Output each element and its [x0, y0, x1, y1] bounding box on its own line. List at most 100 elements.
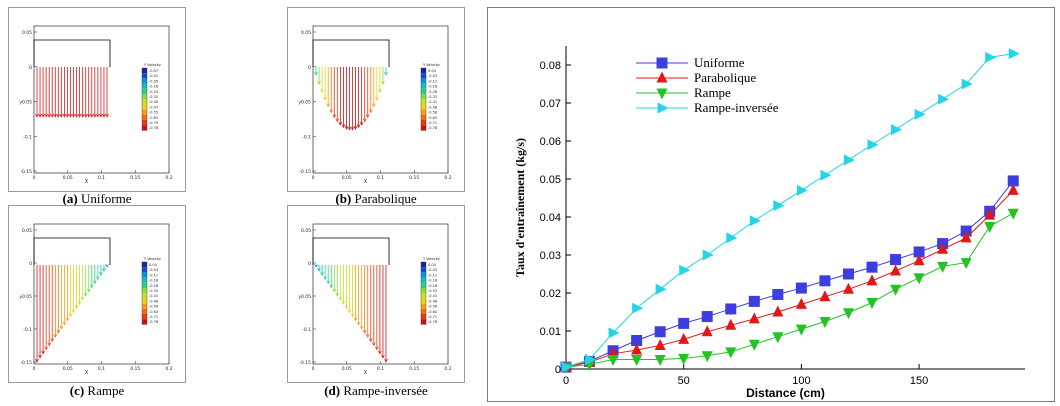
- velocity-arrowhead: [50, 113, 55, 118]
- x-tick-label: 0: [563, 375, 569, 387]
- data-point-rampe: [701, 351, 713, 363]
- legend-swatch: [421, 104, 426, 110]
- legend-value: -0.63: [149, 116, 158, 120]
- data-point-rampe: [937, 261, 949, 273]
- subfigure-c-name: Rampe: [87, 383, 125, 398]
- legend-value: -0.18: [149, 279, 158, 283]
- legend-swatch: [142, 78, 147, 84]
- velocity-arrowhead: [50, 338, 55, 343]
- velocity-arrowhead: [326, 280, 330, 285]
- legend-marker: [656, 88, 668, 100]
- velocity-arrowhead: [323, 96, 327, 101]
- velocity-arrowhead: [68, 313, 73, 318]
- legend-value: -0.56: [428, 305, 437, 309]
- legend-value: -0.47: [149, 105, 158, 109]
- velocity-arrowhead: [384, 71, 388, 76]
- velocity-arrowhead: [344, 305, 349, 310]
- velocity-arrowhead: [41, 113, 45, 118]
- legend-swatch: [421, 120, 426, 126]
- velocity-arrowhead: [35, 358, 39, 363]
- x-tick-label: 100: [792, 375, 810, 387]
- series-uniforme: [560, 175, 1019, 373]
- velocity-arrowhead: [347, 309, 352, 314]
- legend-value: -0.01: [149, 74, 158, 78]
- velocity-arrowhead: [356, 321, 361, 326]
- small-x-tick-label: 0.1: [98, 175, 105, 181]
- legend-swatch: [421, 319, 426, 325]
- legend-value: -0.71: [428, 315, 437, 319]
- domain-outline: [312, 39, 390, 67]
- legend-box: [141, 67, 148, 131]
- data-point-rampe: [842, 308, 854, 320]
- small-x-tick-label: 0.2: [165, 175, 172, 181]
- legend-label: Rampe-inversée: [694, 100, 779, 115]
- velocity-arrowhead: [59, 113, 64, 118]
- subfigure-b: 0.05 0 y0.05 -0.1 -0.15 0 0.05 0.1 0.15 0.2 X Y Vel…: [287, 7, 465, 192]
- data-point-rampe-invers-e: [773, 200, 785, 212]
- legend-value: -0.55: [149, 111, 158, 115]
- legend-value: -0.41: [149, 294, 158, 298]
- legend-value: -0.24: [149, 90, 159, 94]
- legend-title: Y Velocity: [144, 63, 161, 67]
- data-point-rampe-invers-e: [608, 327, 620, 339]
- legend-box: [420, 67, 427, 131]
- velocity-arrowhead: [89, 284, 94, 289]
- small-y-tick-label: -0.1: [302, 134, 311, 140]
- data-point-rampe-invers-e: [985, 51, 997, 63]
- legend-value: -0.78: [149, 320, 158, 324]
- data-point-rampe-invers-e: [655, 283, 667, 295]
- legend-swatch: [142, 303, 147, 309]
- subfigure-d-caption: (d) Rampe-inversée: [287, 383, 465, 399]
- data-point-rampe: [819, 317, 831, 328]
- velocity-arrowhead: [378, 350, 382, 355]
- legend-value: -0.56: [428, 111, 437, 115]
- data-point-rampe: [654, 355, 666, 366]
- data-point-uniforme: [631, 335, 643, 346]
- legend-title: Y Velocity: [423, 63, 440, 67]
- small-y-tick-label: 0.05: [22, 228, 32, 234]
- subfigure-d-name: Rampe-inversée: [343, 383, 428, 398]
- data-point-uniforme: [725, 303, 737, 315]
- legend-swatch: [142, 308, 147, 314]
- legend-value: -0.71: [149, 315, 158, 319]
- velocity-arrowhead: [62, 113, 67, 118]
- velocity-arrowhead: [344, 125, 349, 130]
- y-tick-label: 0.04: [540, 212, 561, 224]
- velocity-arrowhead: [332, 288, 337, 293]
- legend-swatch: [421, 88, 426, 94]
- velocity-arrowhead: [68, 113, 73, 118]
- legend-swatch: [142, 109, 147, 115]
- legend-swatch: [421, 282, 426, 288]
- velocity-arrowhead: [320, 272, 324, 277]
- velocity-arrowhead: [44, 346, 48, 351]
- legend-swatch: [421, 277, 426, 283]
- small-x-label: X: [364, 370, 368, 376]
- velocity-arrowhead: [105, 113, 109, 118]
- velocity-arrowhead: [314, 263, 318, 268]
- small-x-tick-label: 0.2: [444, 366, 451, 372]
- small-y-tick-label: 0: [308, 65, 311, 71]
- velocity-arrowhead: [365, 114, 370, 119]
- velocity-arrowhead: [329, 284, 334, 289]
- data-point-uniforme: [748, 295, 760, 307]
- data-point-uniforme: [678, 317, 690, 329]
- legend-swatch: [421, 94, 426, 100]
- velocity-arrowhead: [320, 89, 324, 94]
- data-point-parabolique: [654, 338, 666, 350]
- legend-value: -0.33: [428, 289, 437, 293]
- velocity-arrowhead: [41, 350, 45, 355]
- series-rampe-invers-e: [561, 48, 1020, 373]
- velocity-arrowhead: [71, 113, 76, 118]
- small-x-tick-label: 0.05: [63, 175, 73, 181]
- velocity-arrowhead: [368, 338, 373, 343]
- data-point-rampe: [631, 355, 643, 366]
- small-x-label: X: [85, 179, 89, 185]
- velocity-arrowhead: [381, 80, 385, 85]
- small-y-tick-label: y0.05: [19, 100, 32, 106]
- legend-title: Y Velocity: [423, 257, 440, 261]
- data-point-parabolique: [701, 325, 713, 337]
- velocity-arrowhead: [350, 313, 355, 318]
- velocity-arrowhead: [317, 267, 321, 272]
- velocity-arrowhead: [335, 118, 340, 123]
